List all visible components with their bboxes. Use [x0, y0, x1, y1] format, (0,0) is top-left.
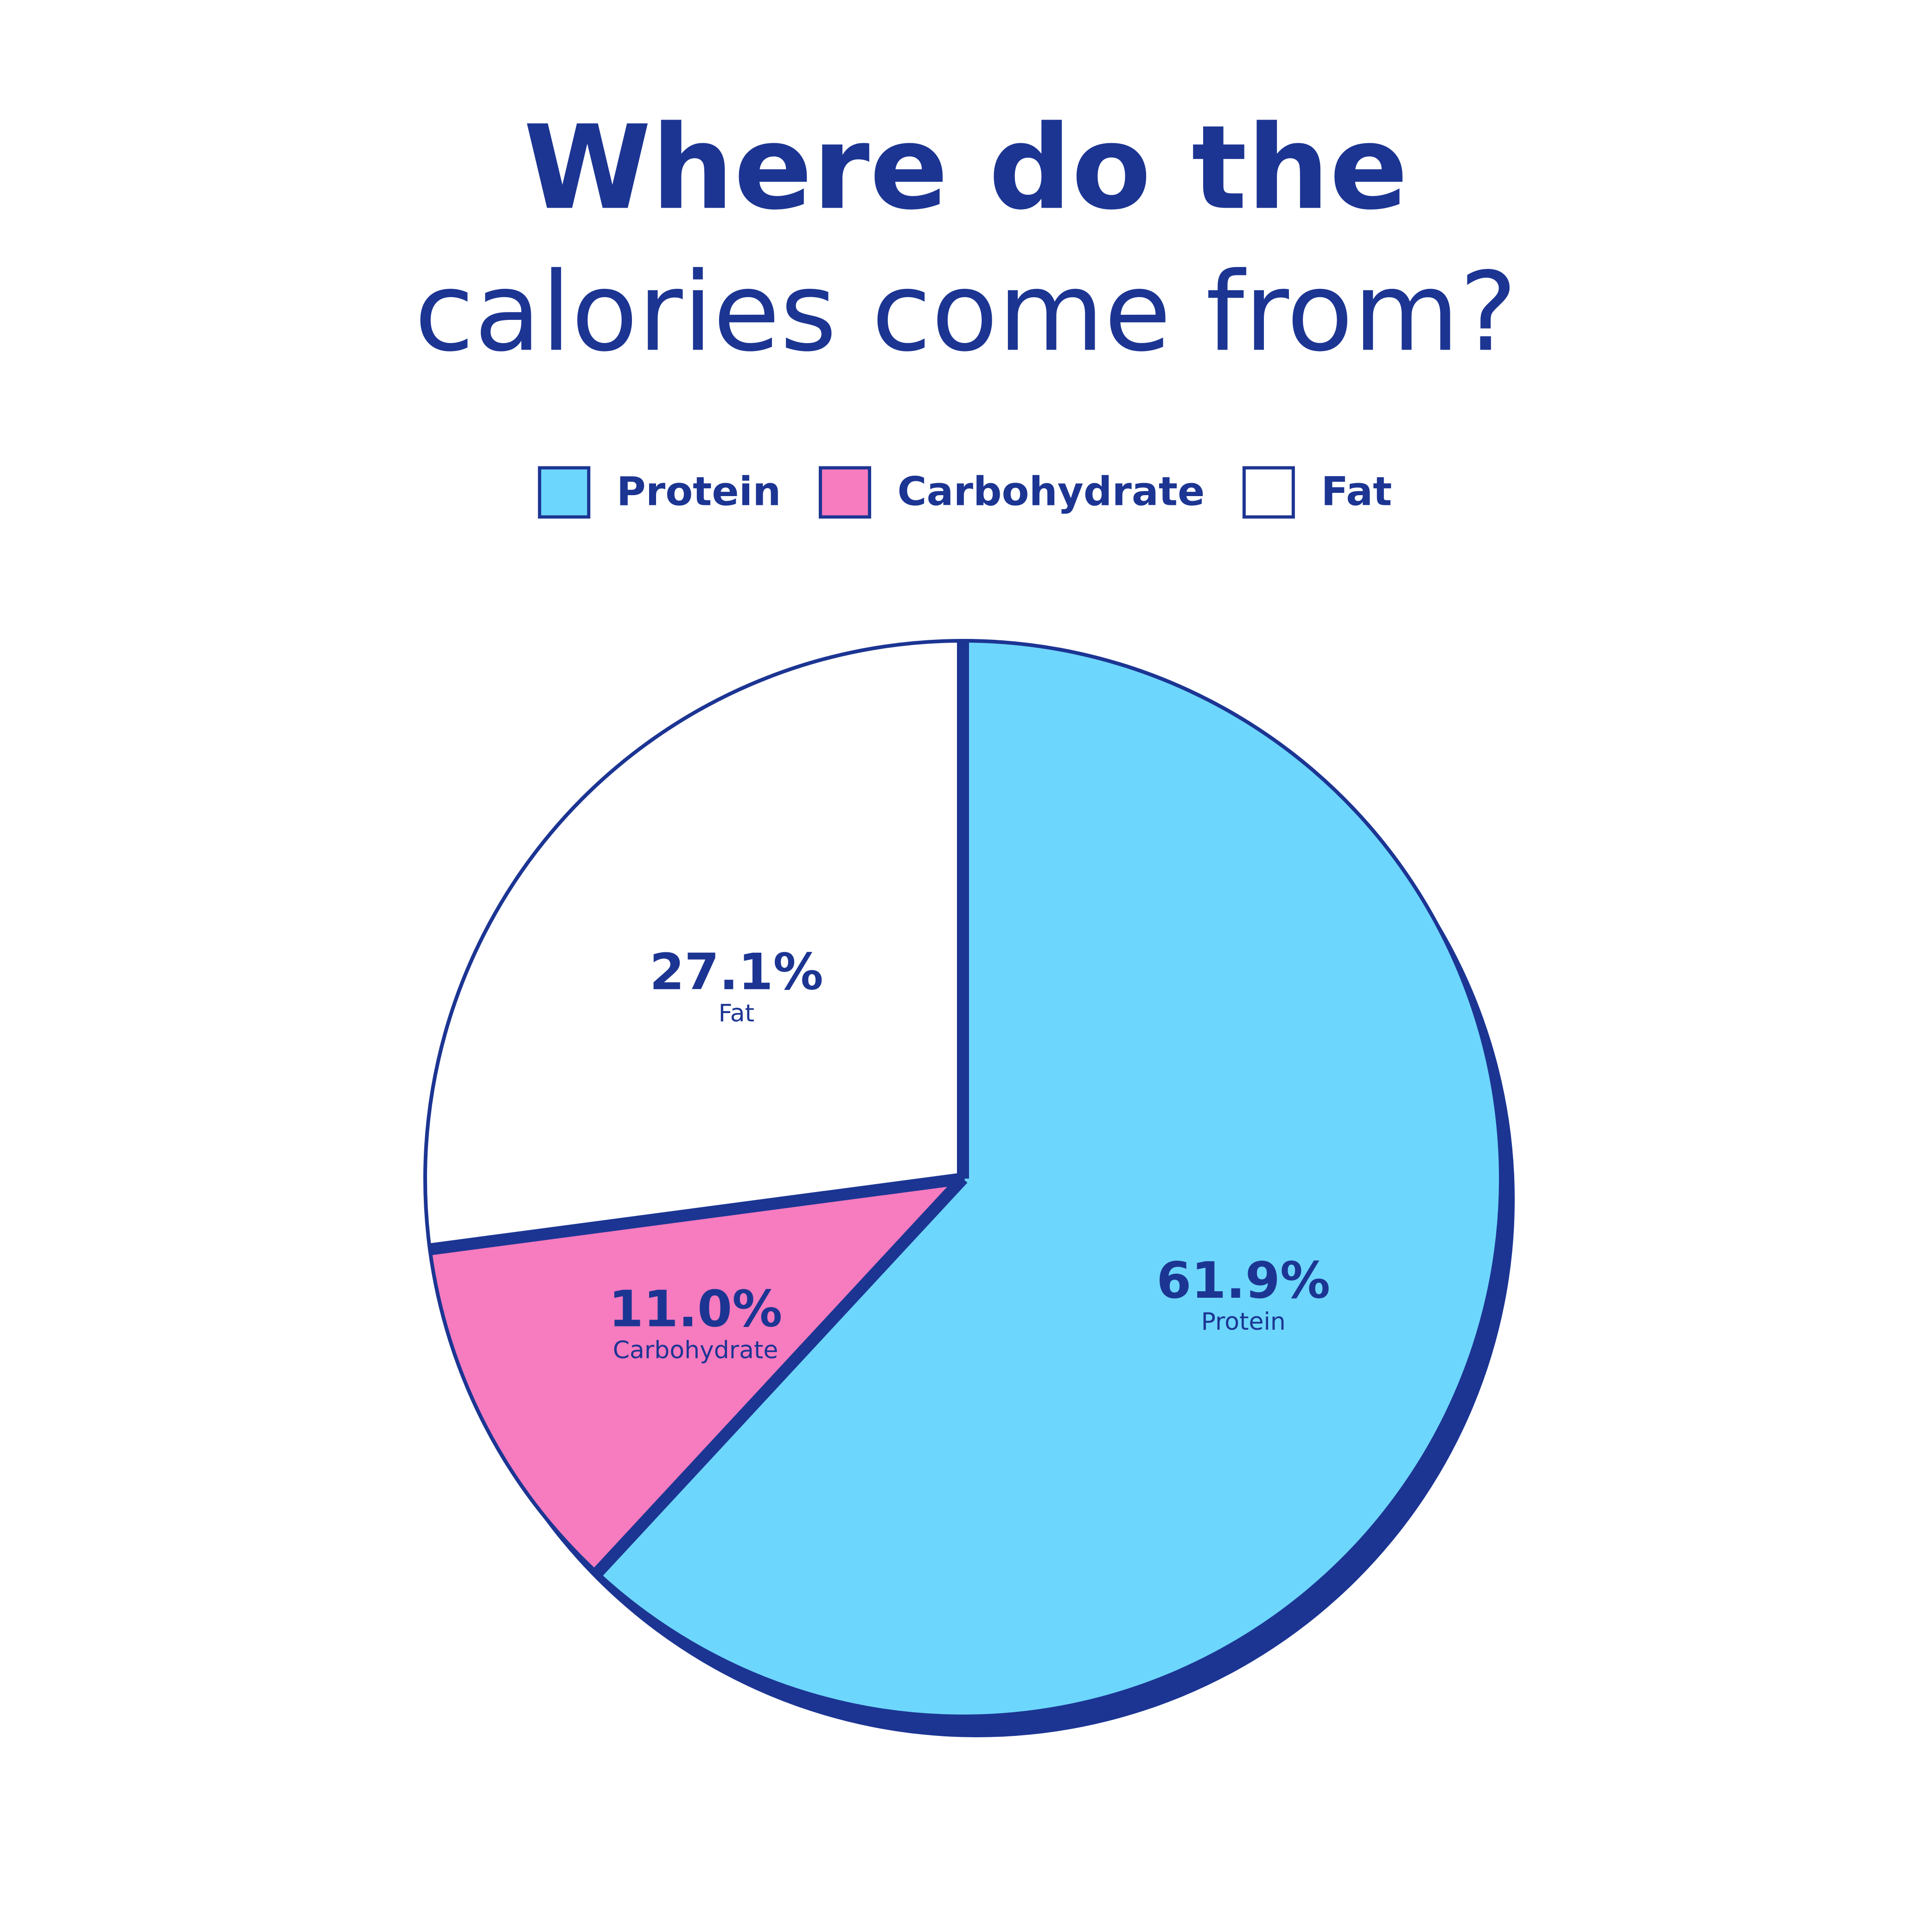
slice-name-label: Protein: [1201, 1308, 1286, 1336]
legend-label: Fat: [1321, 468, 1392, 515]
legend-label: Carbohydrate: [897, 468, 1205, 515]
slice-name-label: Fat: [719, 1000, 754, 1027]
pie-slice: [595, 639, 1503, 1718]
pie-slice: [428, 1177, 965, 1575]
legend-label: Protein: [617, 468, 781, 515]
slice-name-label: Carbohydrate: [613, 1337, 778, 1365]
slice-value-label: 11.0%: [609, 1280, 783, 1338]
legend-swatch: [818, 466, 871, 519]
slice-separator: [593, 1174, 968, 1577]
legend-swatch: [538, 466, 591, 519]
slice-value-label: 61.9%: [1156, 1252, 1330, 1310]
slice-value-label: 27.1%: [650, 944, 823, 1001]
slice-separator: [429, 1173, 964, 1256]
chart-title: Where do the: [523, 100, 1408, 235]
legend-swatch: [1242, 466, 1295, 519]
chart-subtitle: calories come from?: [414, 249, 1518, 376]
pie-slice: [423, 639, 965, 1251]
